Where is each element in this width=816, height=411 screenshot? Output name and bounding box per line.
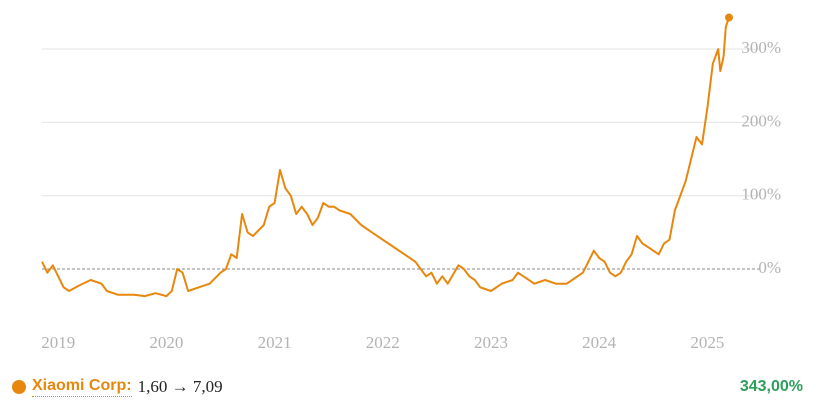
x-tick-label: 2019 [41,333,75,352]
x-tick-label: 2020 [149,333,183,352]
price-range: 1,60 → 7,09 [137,377,223,396]
y-tick-label: 300% [741,38,781,57]
legend-marker [12,380,26,394]
line [41,17,730,298]
x-tick-label: 2025 [690,333,724,352]
y-tick-label: 0% [758,258,781,277]
change: 343,00% [739,378,803,395]
end-marker [725,13,733,22]
chart: 0% 100% 200% 300% 2019 2020 2021 2022 2023 2024 20… [41,13,781,352]
x-tick-label: 2022 [366,333,400,352]
legend-label: Xiaomi Corp: [32,377,132,397]
x-tick-label: 2021 [258,333,292,352]
y-tick-label: 100% [741,185,781,204]
x-tick-label: 2023 [474,333,508,352]
y-tick-label: 200% [741,111,781,130]
legend: Xiaomi Corp: 1,60 → 7,09 343,00% [12,374,803,400]
x-tick-label: 2024 [582,333,617,352]
